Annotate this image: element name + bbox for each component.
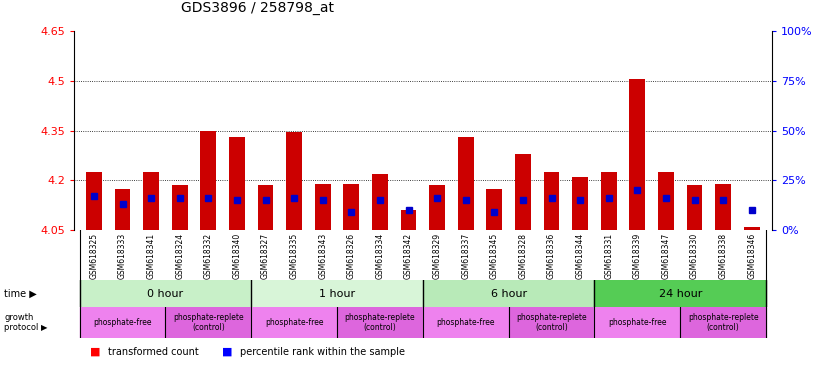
Bar <box>515 154 531 230</box>
Text: GSM618338: GSM618338 <box>718 233 727 279</box>
Bar <box>314 184 331 230</box>
Bar <box>594 307 681 338</box>
Bar <box>143 172 159 230</box>
Bar <box>509 307 594 338</box>
Text: GSM618335: GSM618335 <box>290 233 299 279</box>
Bar <box>423 280 594 307</box>
Text: GSM618327: GSM618327 <box>261 233 270 279</box>
Text: phosphate-free: phosphate-free <box>94 318 152 327</box>
Text: GSM618331: GSM618331 <box>604 233 613 279</box>
Text: phosphate-free: phosphate-free <box>437 318 495 327</box>
Text: GSM618346: GSM618346 <box>747 233 756 279</box>
Text: GSM618342: GSM618342 <box>404 233 413 279</box>
Bar <box>115 189 131 230</box>
Text: GSM618345: GSM618345 <box>490 233 499 279</box>
Text: 6 hour: 6 hour <box>491 289 527 299</box>
Bar <box>423 307 509 338</box>
Text: time ▶: time ▶ <box>4 289 37 299</box>
Bar <box>287 132 302 230</box>
Text: GSM618347: GSM618347 <box>662 233 671 279</box>
Text: GSM618326: GSM618326 <box>346 233 355 279</box>
Bar <box>429 185 445 230</box>
Bar <box>372 174 388 230</box>
Bar <box>80 307 165 338</box>
Text: GSM618339: GSM618339 <box>633 233 642 279</box>
Bar <box>251 280 423 307</box>
Text: 0 hour: 0 hour <box>147 289 183 299</box>
Bar <box>487 189 502 230</box>
Bar <box>715 184 731 230</box>
Text: phosphate-free: phosphate-free <box>608 318 667 327</box>
Bar <box>594 280 766 307</box>
Bar <box>251 307 337 338</box>
Text: GSM618337: GSM618337 <box>461 233 470 279</box>
Text: ■: ■ <box>90 347 101 357</box>
Text: GSM618332: GSM618332 <box>204 233 213 279</box>
Text: GSM618333: GSM618333 <box>118 233 127 279</box>
Bar <box>544 172 559 230</box>
Text: phosphate-replete
(control): phosphate-replete (control) <box>516 313 587 332</box>
Bar <box>337 307 423 338</box>
Text: GSM618340: GSM618340 <box>232 233 241 279</box>
Text: GSM618328: GSM618328 <box>518 233 527 279</box>
Text: ■: ■ <box>222 347 232 357</box>
Bar <box>229 137 245 230</box>
Bar <box>658 172 674 230</box>
Text: phosphate-free: phosphate-free <box>265 318 323 327</box>
Bar <box>630 79 645 230</box>
Bar <box>681 307 766 338</box>
Bar <box>401 210 416 230</box>
Text: 24 hour: 24 hour <box>658 289 702 299</box>
Bar <box>86 172 102 230</box>
Text: GSM618343: GSM618343 <box>319 233 328 279</box>
Text: GSM618334: GSM618334 <box>375 233 384 279</box>
Bar <box>572 177 588 230</box>
Text: transformed count: transformed count <box>108 347 200 357</box>
Text: 1 hour: 1 hour <box>319 289 355 299</box>
Bar <box>80 280 251 307</box>
Bar <box>200 131 216 230</box>
Bar <box>343 184 359 230</box>
Bar <box>458 137 474 230</box>
Text: GSM618330: GSM618330 <box>690 233 699 279</box>
Text: phosphate-replete
(control): phosphate-replete (control) <box>345 313 415 332</box>
Bar <box>172 185 187 230</box>
Bar <box>744 227 759 230</box>
Text: GSM618344: GSM618344 <box>576 233 585 279</box>
Text: GDS3896 / 258798_at: GDS3896 / 258798_at <box>181 2 333 15</box>
Text: phosphate-replete
(control): phosphate-replete (control) <box>173 313 244 332</box>
Text: growth
protocol ▶: growth protocol ▶ <box>4 313 48 332</box>
Text: GSM618341: GSM618341 <box>147 233 156 279</box>
Bar <box>165 307 251 338</box>
Bar <box>601 172 617 230</box>
Text: GSM618329: GSM618329 <box>433 233 442 279</box>
Text: GSM618336: GSM618336 <box>547 233 556 279</box>
Text: GSM618325: GSM618325 <box>89 233 99 279</box>
Bar <box>686 185 703 230</box>
Bar <box>258 185 273 230</box>
Text: percentile rank within the sample: percentile rank within the sample <box>240 347 405 357</box>
Text: phosphate-replete
(control): phosphate-replete (control) <box>688 313 759 332</box>
Text: GSM618324: GSM618324 <box>175 233 184 279</box>
